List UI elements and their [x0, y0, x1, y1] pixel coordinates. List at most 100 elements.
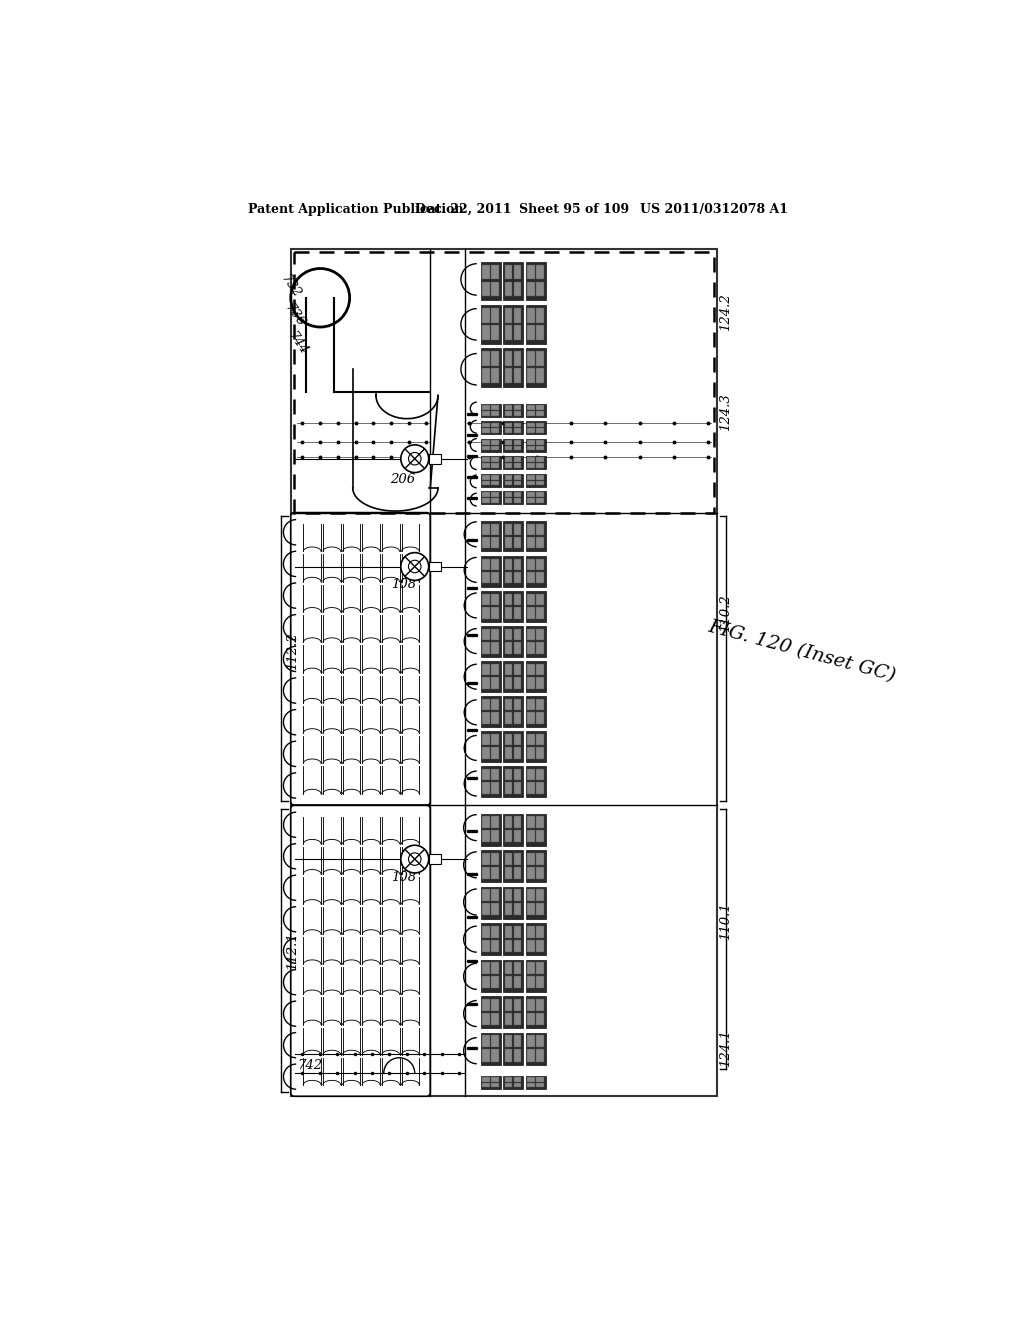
Bar	[527, 747, 535, 759]
Bar	[482, 498, 489, 503]
Bar	[525, 813, 546, 846]
Bar	[536, 1082, 544, 1088]
Bar	[527, 498, 535, 503]
Bar	[536, 664, 544, 676]
Bar	[536, 830, 544, 842]
Bar	[503, 404, 523, 417]
Text: 206: 206	[390, 473, 415, 486]
Bar	[514, 351, 521, 366]
Bar	[482, 368, 489, 383]
Bar	[482, 867, 489, 879]
Text: 124.3: 124.3	[719, 393, 732, 432]
Text: 110.1: 110.1	[719, 902, 732, 940]
Bar	[525, 960, 546, 991]
Bar	[514, 867, 521, 879]
Bar	[536, 711, 544, 723]
Bar	[482, 440, 489, 445]
Bar	[527, 428, 535, 433]
Bar	[505, 524, 512, 535]
Bar	[492, 890, 499, 902]
Bar	[525, 767, 546, 797]
Bar	[482, 1077, 489, 1082]
Bar	[505, 664, 512, 676]
Bar	[492, 816, 499, 829]
Bar	[492, 698, 499, 710]
Bar	[503, 767, 523, 797]
Bar	[492, 999, 499, 1011]
Text: FIG. 120 (Inset GC): FIG. 120 (Inset GC)	[707, 618, 898, 685]
Bar	[480, 626, 501, 656]
Bar	[480, 491, 501, 504]
Bar	[505, 308, 512, 323]
Bar	[492, 446, 499, 450]
Bar	[525, 348, 546, 387]
Bar	[482, 677, 489, 689]
Bar	[482, 768, 489, 780]
Text: 108: 108	[391, 871, 417, 883]
Bar	[527, 458, 535, 462]
Bar	[482, 925, 489, 939]
Bar	[492, 308, 499, 323]
Bar	[492, 1035, 499, 1048]
Bar	[505, 537, 512, 548]
Bar	[527, 867, 535, 879]
Bar	[514, 607, 521, 619]
Bar	[514, 411, 521, 416]
Bar	[482, 411, 489, 416]
Text: 112.2: 112.2	[287, 632, 300, 671]
Bar	[527, 940, 535, 952]
Bar	[514, 368, 521, 383]
Text: 110.2: 110.2	[719, 594, 732, 631]
Bar	[527, 594, 535, 605]
Bar	[492, 492, 499, 498]
Bar	[492, 977, 499, 989]
Bar	[525, 474, 546, 487]
Bar	[503, 556, 523, 586]
Bar	[482, 572, 489, 583]
Bar	[503, 491, 523, 504]
Bar	[505, 628, 512, 640]
Text: Dec. 22, 2011: Dec. 22, 2011	[415, 203, 511, 216]
Bar	[527, 440, 535, 445]
Bar	[505, 1012, 512, 1026]
Bar	[514, 1049, 521, 1061]
Bar	[527, 537, 535, 548]
Bar	[536, 747, 544, 759]
Bar	[527, 351, 535, 366]
Bar	[503, 305, 523, 343]
Bar	[536, 734, 544, 746]
Bar	[536, 411, 544, 416]
Bar	[536, 925, 544, 939]
Bar	[514, 480, 521, 486]
Bar	[492, 537, 499, 548]
Bar	[492, 1077, 499, 1082]
Bar	[505, 642, 512, 653]
Bar	[527, 768, 535, 780]
Bar	[514, 1082, 521, 1088]
Bar	[492, 368, 499, 383]
Bar	[536, 572, 544, 583]
Bar	[482, 607, 489, 619]
Bar	[505, 999, 512, 1011]
Bar	[492, 1049, 499, 1061]
Bar	[480, 474, 501, 487]
Bar	[505, 830, 512, 842]
Bar	[505, 480, 512, 486]
Bar	[505, 890, 512, 902]
Bar	[525, 731, 546, 762]
Bar	[492, 475, 499, 479]
Bar	[492, 422, 499, 428]
Text: US 2011/0312078 A1: US 2011/0312078 A1	[640, 203, 787, 216]
Bar	[492, 830, 499, 842]
Text: 124.2: 124.2	[719, 293, 732, 331]
Bar	[492, 265, 499, 280]
Bar	[527, 1049, 535, 1061]
Bar	[514, 940, 521, 952]
Bar	[505, 428, 512, 433]
Bar	[536, 1077, 544, 1082]
Bar	[527, 783, 535, 793]
Bar	[514, 903, 521, 916]
Bar	[514, 458, 521, 462]
Bar	[505, 446, 512, 450]
Bar	[482, 698, 489, 710]
